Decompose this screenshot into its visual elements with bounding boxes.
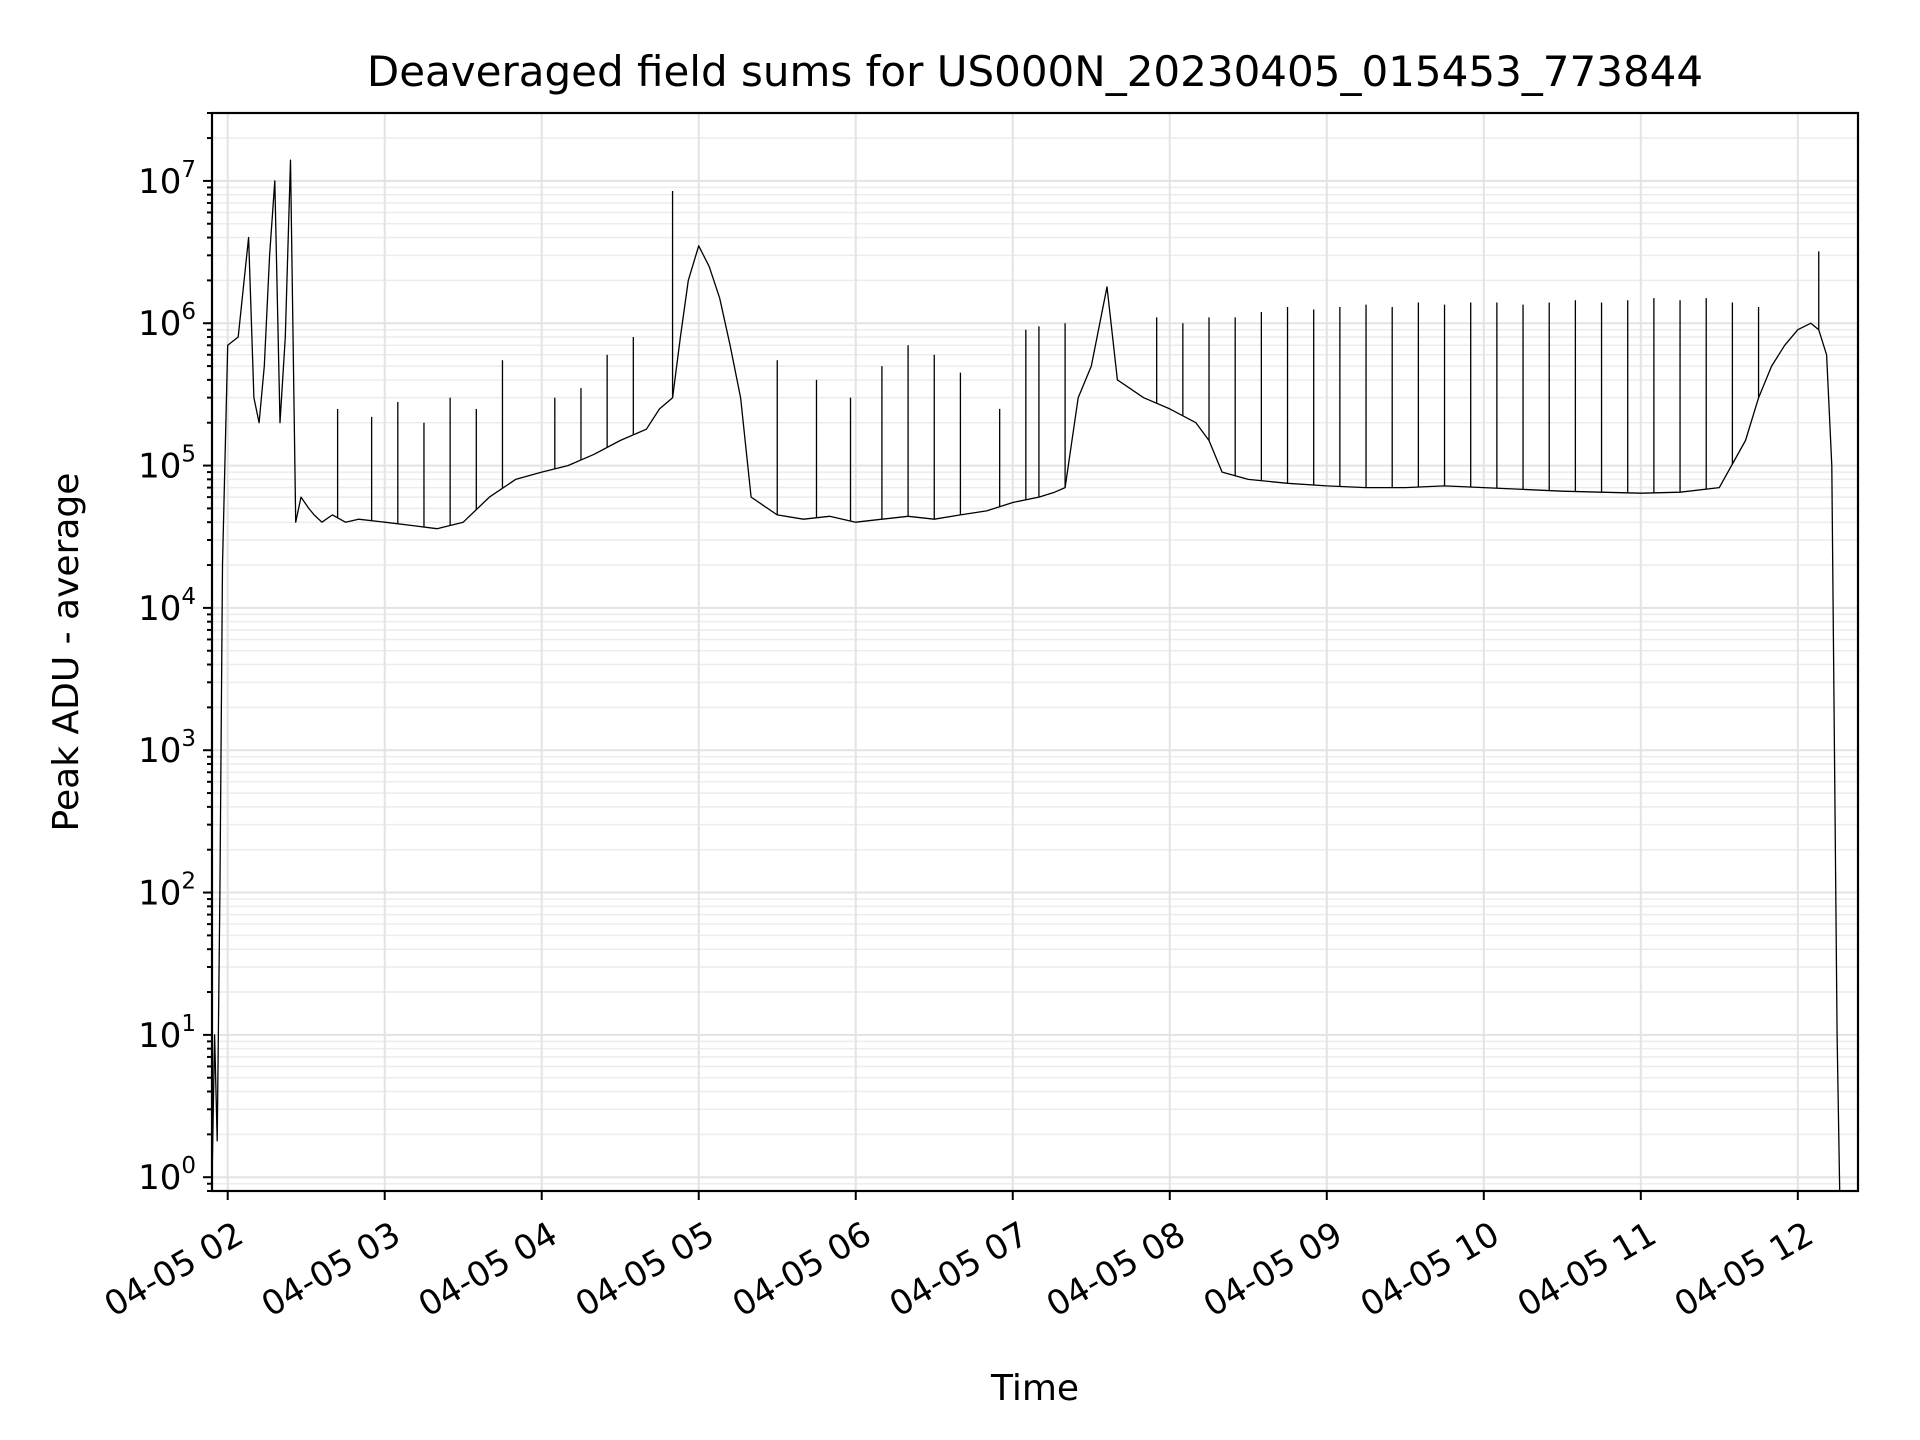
data-series bbox=[211, 159, 1841, 1192]
x-tick-label: 04-05 09 bbox=[1197, 1214, 1349, 1325]
y-axis: 100 101 102 103 104 105 106 107 bbox=[138, 112, 212, 1198]
grid bbox=[212, 112, 1858, 1192]
x-tick-label: 04-05 11 bbox=[1511, 1214, 1663, 1325]
x-tick-label: 04-05 08 bbox=[1040, 1214, 1192, 1325]
y-axis-label: Peak ADU - average bbox=[46, 473, 87, 832]
x-axis: 04-05 02 04-05 03 04-05 04 04-05 05 04-05 06… bbox=[98, 1191, 1820, 1325]
x-tick-label: 04-05 05 bbox=[569, 1214, 721, 1325]
x-tick-label: 04-05 07 bbox=[883, 1214, 1035, 1325]
x-axis-label: Time bbox=[990, 1368, 1079, 1409]
y-tick-label: 105 bbox=[138, 442, 196, 487]
x-tick-label: 04-05 12 bbox=[1668, 1214, 1820, 1325]
y-tick-label: 106 bbox=[138, 299, 196, 344]
y-tick-label: 100 bbox=[138, 1153, 196, 1198]
y-tick-label: 101 bbox=[138, 1011, 196, 1056]
y-tick-label: 107 bbox=[138, 157, 196, 202]
y-tick-label: 102 bbox=[138, 869, 196, 914]
x-tick-label: 04-05 02 bbox=[98, 1214, 250, 1325]
series-line-0 bbox=[211, 159, 1841, 1192]
x-tick-label: 04-05 03 bbox=[255, 1214, 407, 1325]
plot-frame bbox=[210, 111, 1860, 1193]
y-tick-label: 104 bbox=[138, 584, 196, 629]
x-tick-label: 04-05 06 bbox=[726, 1214, 878, 1325]
y-tick-label: 103 bbox=[138, 726, 196, 771]
x-tick-label: 04-05 04 bbox=[412, 1214, 564, 1325]
x-tick-label: 04-05 10 bbox=[1354, 1214, 1506, 1325]
chart-title: Deaveraged field sums for US000N_2023040… bbox=[367, 47, 1703, 96]
